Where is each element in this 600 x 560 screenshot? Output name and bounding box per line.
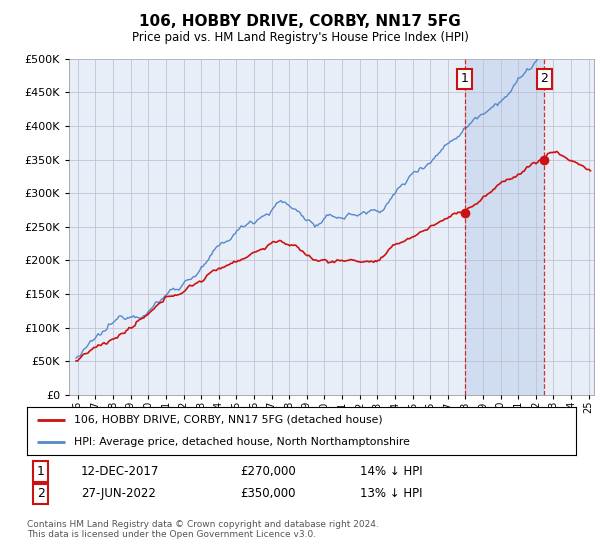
Text: 13% ↓ HPI: 13% ↓ HPI	[360, 487, 422, 501]
Text: HPI: Average price, detached house, North Northamptonshire: HPI: Average price, detached house, Nort…	[74, 437, 410, 447]
Text: 1: 1	[461, 72, 469, 86]
Text: 14% ↓ HPI: 14% ↓ HPI	[360, 465, 422, 478]
Text: 106, HOBBY DRIVE, CORBY, NN17 5FG (detached house): 106, HOBBY DRIVE, CORBY, NN17 5FG (detac…	[74, 415, 382, 425]
Text: 27-JUN-2022: 27-JUN-2022	[81, 487, 156, 501]
Text: Contains HM Land Registry data © Crown copyright and database right 2024.
This d: Contains HM Land Registry data © Crown c…	[27, 520, 379, 539]
Text: 2: 2	[541, 72, 548, 86]
Text: 2: 2	[37, 487, 45, 501]
Text: 12-DEC-2017: 12-DEC-2017	[81, 465, 160, 478]
Text: £350,000: £350,000	[240, 487, 296, 501]
Text: Price paid vs. HM Land Registry's House Price Index (HPI): Price paid vs. HM Land Registry's House …	[131, 31, 469, 44]
Bar	[464, 59, 544, 395]
Text: 1: 1	[37, 465, 45, 478]
Text: £270,000: £270,000	[240, 465, 296, 478]
Text: 106, HOBBY DRIVE, CORBY, NN17 5FG: 106, HOBBY DRIVE, CORBY, NN17 5FG	[139, 14, 461, 29]
